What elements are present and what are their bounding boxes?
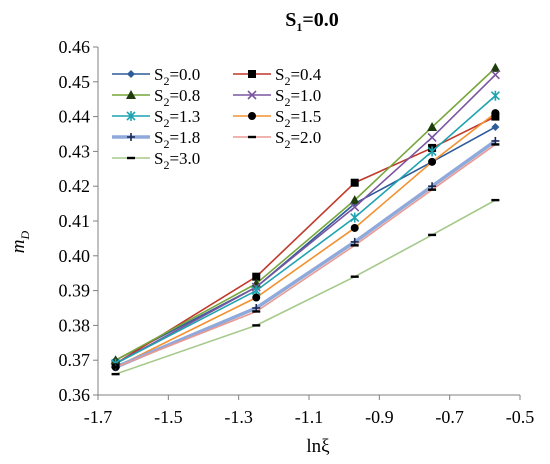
legend-label: S2=1.0	[275, 86, 321, 109]
legend-label: S2=0.4	[275, 65, 322, 88]
data-point	[252, 324, 261, 327]
y-tick-label: 0.38	[59, 315, 91, 335]
chart-title: S1=0.0	[285, 9, 339, 34]
y-tick-label: 0.43	[59, 141, 91, 161]
data-point	[350, 202, 360, 212]
y-tick-label: 0.40	[59, 246, 91, 266]
legend-marker	[127, 133, 135, 141]
legend-marker	[248, 70, 256, 78]
data-point	[491, 198, 500, 202]
legend-item: S2=0.8	[112, 86, 200, 109]
data-point	[252, 293, 261, 302]
legend-marker	[248, 112, 256, 120]
legend-item: S2=3.0	[112, 149, 200, 172]
x-tick-label: -1.3	[224, 407, 253, 427]
data-point	[428, 188, 437, 191]
plot-area: 0.36 0.37 0.38 0.39 0.40 0.41 0.42 0.43 0.44 0.45…	[59, 37, 535, 427]
data-point	[491, 143, 500, 146]
data-point	[111, 372, 120, 376]
x-tick-label: -0.7	[435, 407, 464, 427]
legend-marker	[127, 70, 135, 78]
y-tick-label: 0.39	[59, 281, 91, 301]
legend-label: S2=1.3	[154, 107, 200, 130]
legend-item: S2=1.0	[233, 86, 321, 109]
legend-marker	[248, 135, 256, 139]
legend-marker	[127, 156, 135, 160]
legend-item: S2=0.0	[112, 65, 200, 88]
data-point	[427, 122, 438, 132]
legend-item: S2=0.4	[233, 65, 322, 88]
data-point	[350, 212, 360, 223]
legend-item: S2=2.0	[233, 128, 321, 151]
y-axis-label: mD	[8, 230, 32, 253]
x-axis-label: lnξ	[306, 436, 330, 457]
y-tick-label: 0.46	[59, 37, 91, 57]
x-tick-label: -1.7	[84, 407, 113, 427]
x-tick-label: -0.5	[506, 407, 535, 427]
y-tick-label: 0.37	[59, 350, 91, 370]
data-point	[427, 146, 437, 157]
data-point	[111, 365, 120, 369]
x-tick-label: -1.1	[295, 407, 324, 427]
legend-label: S2=1.5	[275, 107, 321, 130]
y-tick-label: 0.44	[59, 107, 91, 127]
legend-item: S2=1.3	[112, 107, 200, 130]
data-point	[350, 244, 359, 247]
legend-label: S2=2.0	[275, 128, 321, 151]
y-tick-label: 0.36	[59, 385, 91, 405]
data-point	[490, 62, 501, 72]
data-point	[350, 178, 359, 187]
series-line-8	[115, 199, 496, 375]
data-point	[490, 70, 500, 80]
x-tick-label: -0.9	[365, 407, 394, 427]
data-point	[427, 132, 437, 143]
data-point	[252, 272, 261, 281]
y-tick-label: 0.42	[59, 176, 91, 196]
data-point	[490, 90, 500, 101]
legend-label: S2=3.0	[154, 149, 200, 172]
legend-label: S2=0.8	[154, 86, 200, 109]
y-tick-label: 0.45	[59, 72, 91, 92]
legend-label: S2=1.8	[154, 128, 200, 151]
legend-item: S2=1.8	[112, 128, 200, 151]
data-point	[350, 275, 359, 278]
data-point	[349, 195, 360, 205]
legend-marker	[126, 90, 136, 99]
legend-marker	[247, 90, 257, 100]
y-tick-label: 0.41	[59, 211, 91, 231]
x-tick-label: -1.5	[154, 407, 183, 427]
data-point	[350, 223, 359, 232]
data-point	[491, 109, 500, 118]
legend-item: S2=1.5	[233, 107, 321, 130]
data-point	[491, 123, 500, 132]
legend-marker	[126, 111, 136, 121]
legend: S2=0.0 S2=0.4 S2=0.8 S2=1.0 S2=1.3 S2=1.5 S2=1…	[112, 65, 322, 172]
data-point	[428, 157, 437, 166]
data-point	[428, 233, 437, 237]
legend-label: S2=0.0	[154, 65, 200, 88]
data-point	[252, 310, 261, 313]
